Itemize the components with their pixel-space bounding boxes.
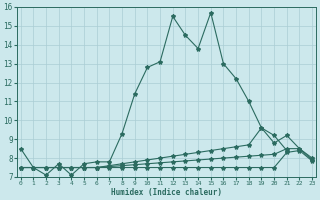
- X-axis label: Humidex (Indice chaleur): Humidex (Indice chaleur): [111, 188, 222, 197]
